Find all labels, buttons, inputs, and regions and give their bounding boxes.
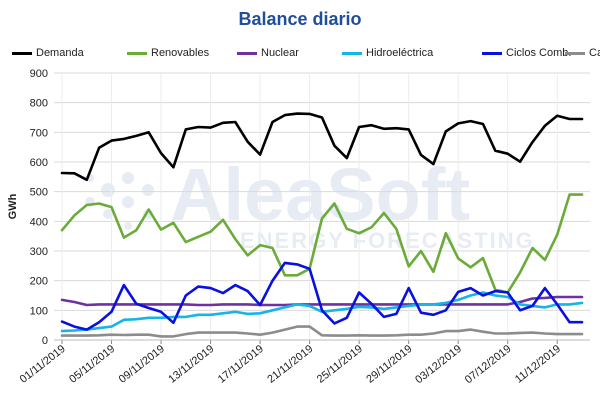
- x-tick-label: 03/12/2019: [413, 343, 464, 386]
- legend-label: Renovables: [151, 47, 210, 59]
- legend-swatch: [565, 51, 585, 55]
- legend-label: Demanda: [36, 47, 84, 59]
- legend-item-carbon: Carbón: [565, 46, 600, 60]
- y-tick-label: 0: [42, 335, 48, 347]
- series-line-ciclos-comb: [60, 261, 584, 331]
- y-tick-label: 800: [30, 98, 48, 110]
- series-line-renovables: [60, 193, 584, 294]
- y-tick-label: 100: [30, 305, 48, 317]
- legend-swatch: [12, 51, 32, 55]
- y-tick-label: 900: [30, 68, 48, 80]
- chart-title: Balance diario: [238, 9, 362, 29]
- legend-item-hidroelectrica: Hidroeléctrica: [342, 46, 433, 60]
- series-line-nuclear: [60, 295, 584, 307]
- legend-swatch: [342, 51, 362, 55]
- x-tick-label: 21/11/2019: [265, 343, 315, 386]
- y-tick-label: 700: [30, 127, 48, 139]
- legend-swatch: [482, 51, 502, 55]
- chart-legend: Demanda Renovables Nuclear Hidroeléctrica Ci…: [12, 46, 600, 60]
- legend-item-demanda: Demanda: [12, 46, 84, 60]
- legend-label: Hidroeléctrica: [366, 47, 434, 59]
- series-line-demanda: [60, 112, 584, 182]
- x-tick-label: 13/11/2019: [166, 343, 216, 386]
- y-tick-label: 400: [30, 216, 48, 228]
- x-tick-label: 11/12/2019: [513, 343, 563, 386]
- legend-item-renovables: Renovables: [127, 46, 209, 60]
- legend-label: Ciclos Comb.: [506, 47, 572, 59]
- x-tick-label: 17/11/2019: [216, 343, 266, 386]
- legend-swatch: [127, 51, 147, 55]
- legend-label: Carbón: [589, 47, 600, 59]
- x-tick-label: 29/11/2019: [364, 343, 414, 386]
- y-axis-label: GWh: [7, 193, 19, 219]
- y-tick-label: 200: [30, 276, 48, 288]
- x-tick-label: 01/11/2019: [18, 343, 68, 386]
- y-tick-label: 500: [30, 187, 48, 199]
- y-tick-label: 300: [30, 246, 48, 258]
- x-tick-label: 05/11/2019: [67, 343, 117, 386]
- legend-item-ciclos-comb: Ciclos Comb.: [482, 46, 571, 60]
- x-tick-label: 09/11/2019: [117, 343, 167, 386]
- legend-label: Nuclear: [261, 47, 299, 59]
- svg-text:ENERGY FORECASTING: ENERGY FORECASTING: [240, 228, 535, 253]
- legend-item-nuclear: Nuclear: [237, 46, 299, 60]
- y-tick-label: 600: [30, 157, 48, 169]
- legend-swatch: [237, 51, 257, 55]
- series-line-carbon: [60, 325, 584, 338]
- x-tick-label: 25/11/2019: [315, 343, 365, 386]
- x-tick-label: 07/12/2019: [463, 343, 514, 386]
